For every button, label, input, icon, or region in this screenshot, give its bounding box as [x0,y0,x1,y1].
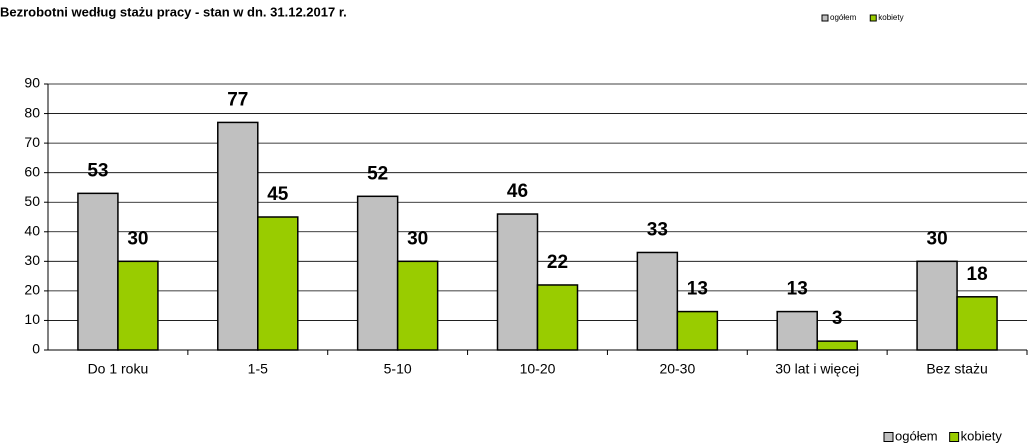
y-tick-label: 80 [24,104,40,120]
data-label: 52 [367,163,388,184]
data-label: 22 [547,252,568,273]
x-tick-label: Bez stażu [926,361,987,377]
bar [396,260,439,351]
legend-swatch [821,14,829,22]
bar [117,260,159,351]
bar [257,216,299,351]
legend-swatch [949,432,960,442]
y-tick-label: 30 [24,252,40,268]
x-tick-label: 1-5 [248,361,268,377]
bar [916,260,958,351]
y-tick-label: 20 [24,282,40,298]
x-tick-label: 30 lat i więcej [775,361,859,377]
x-tick-label: 5-10 [384,361,412,377]
data-label: 45 [267,184,289,205]
data-label: 13 [687,279,708,300]
y-tick-label: 60 [24,163,40,179]
y-tick-label: 10 [24,311,40,327]
bar [816,340,858,351]
data-label: 30 [407,228,428,249]
bar [676,310,719,351]
x-tick-label: Do 1 roku [88,361,149,377]
data-label: 77 [227,89,248,110]
bar [956,296,998,351]
bar [536,284,579,351]
data-label: 46 [507,181,528,202]
data-label: 18 [967,264,988,285]
bar [496,213,539,351]
legend-label: kobiety [961,428,1003,443]
bar [356,195,399,351]
data-label: 3 [832,308,843,329]
data-label: 30 [127,228,148,249]
x-tick-label: 10-20 [520,361,556,377]
legend-label: ogółem [830,13,857,22]
legend-label: ogółem [895,428,938,443]
bar [776,310,818,351]
y-tick-label: 50 [24,193,40,209]
data-label: 13 [787,279,808,300]
data-label: 33 [647,219,668,240]
bar [636,251,679,351]
legend-swatch [869,14,877,22]
legend-label: kobiety [878,13,903,22]
y-tick-label: 90 [24,75,40,91]
bar [77,192,119,351]
y-tick-label: 40 [24,222,40,238]
y-tick-label: 70 [24,134,40,150]
y-tick-label: 0 [32,341,40,357]
chart-title: Bezrobotni według stażu pracy - stan w d… [0,4,347,19]
legend-swatch [883,432,894,442]
bar [217,121,259,351]
x-tick-label: 20-30 [659,361,695,377]
data-label: 53 [87,160,108,181]
data-label: 30 [927,228,948,249]
